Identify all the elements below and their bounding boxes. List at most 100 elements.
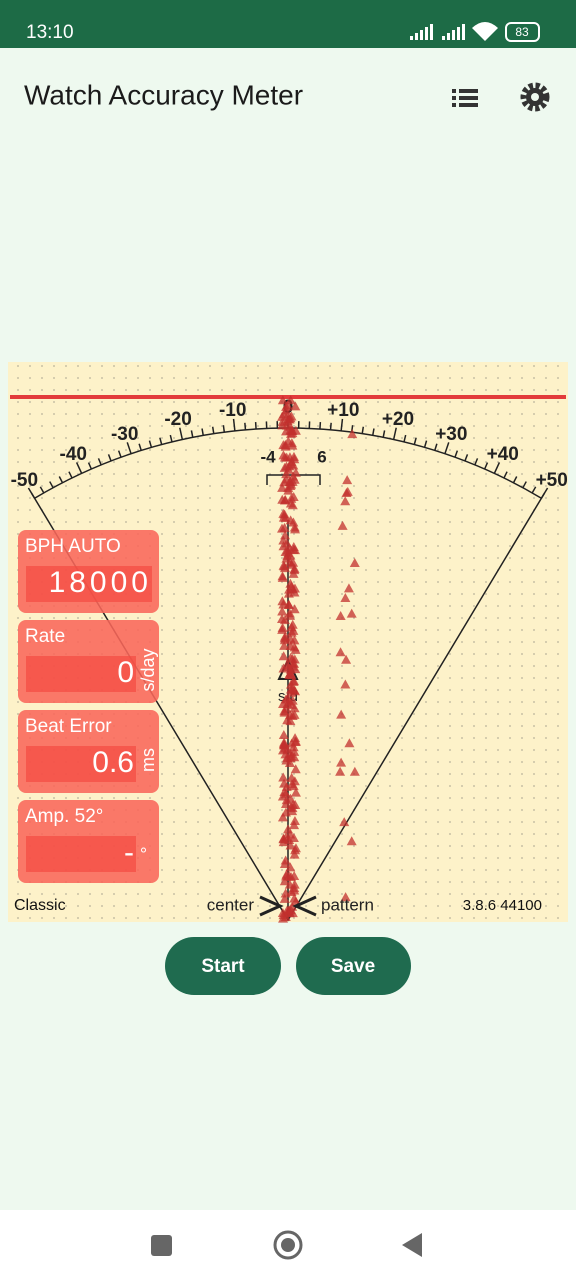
- home-button[interactable]: [273, 1230, 303, 1260]
- beat-marker: [289, 703, 300, 713]
- beat-marker: [288, 781, 299, 791]
- beat-marker: [341, 654, 352, 664]
- center-arrows: [259, 895, 317, 917]
- start-button[interactable]: Start: [165, 937, 281, 995]
- beat-marker: [277, 395, 288, 405]
- beat-marker: [284, 757, 295, 767]
- dial-tick: [27, 487, 36, 499]
- beat-marker: [278, 651, 289, 661]
- dial-tick: [87, 462, 93, 470]
- dial-tick: [512, 476, 518, 484]
- panel-unit: ms: [138, 748, 158, 772]
- beat-marker: [287, 684, 298, 694]
- beat-marker: [277, 606, 288, 616]
- dial-label: -20: [164, 409, 191, 430]
- beat-marker: [285, 905, 296, 915]
- save-label[interactable]: Save: [331, 956, 375, 977]
- save-button[interactable]: Save: [296, 937, 411, 995]
- beat-marker: [285, 498, 296, 508]
- beat-marker: [289, 604, 300, 614]
- beat-marker: [282, 744, 293, 754]
- beat-marker: [280, 855, 291, 865]
- beat-marker: [346, 608, 357, 618]
- panel-unit: s/day: [138, 648, 158, 691]
- beat-marker: [281, 452, 292, 462]
- beat-marker: [279, 893, 290, 903]
- beat-marker: [286, 627, 297, 637]
- beat-marker: [285, 840, 296, 850]
- dial-tick: [211, 426, 215, 434]
- beat-marker: [285, 515, 296, 525]
- beat-marker: [281, 703, 292, 713]
- panel-label: Beat Error: [25, 716, 112, 737]
- back-button[interactable]: [402, 1233, 422, 1257]
- beat-marker: [289, 820, 300, 830]
- beat-marker: [290, 401, 301, 411]
- beat-marker: [285, 428, 296, 438]
- beat-marker: [281, 461, 292, 471]
- beat-marker: [281, 553, 292, 563]
- beat-marker: [282, 545, 293, 555]
- dial-tick: [413, 437, 417, 445]
- beat-marker: [279, 561, 290, 571]
- beat-marker: [286, 886, 297, 896]
- beat-marker: [289, 709, 300, 719]
- dial-tick: [540, 487, 549, 499]
- beat-marker: [278, 512, 289, 522]
- beat-marker: [289, 522, 300, 532]
- app-title: Watch Accuracy Meter: [24, 79, 303, 110]
- panel-display: [26, 746, 136, 782]
- start-label[interactable]: Start: [201, 956, 245, 977]
- list-button[interactable]: [452, 89, 478, 107]
- beat-marker: [349, 557, 360, 567]
- dial-tick: [244, 422, 247, 430]
- dial-tick: [49, 481, 54, 489]
- panel-value: 0.6: [92, 746, 134, 779]
- bracket-label: -4: [260, 447, 276, 466]
- beat-marker: [336, 757, 347, 767]
- dial-tick: [126, 442, 132, 454]
- version-label: 3.8.6 44100: [463, 897, 542, 914]
- beat-marker: [280, 788, 291, 798]
- beat-marker: [290, 764, 301, 774]
- dial-tick: [329, 422, 332, 430]
- beat-marker: [289, 815, 300, 825]
- battery-icon: [505, 22, 540, 42]
- dial-label: -10: [219, 400, 246, 421]
- beat-marker: [290, 787, 301, 797]
- dial-tick: [361, 426, 365, 434]
- beat-marker: [340, 892, 351, 902]
- beat-marker: [289, 746, 300, 756]
- dial-tick: [159, 437, 163, 445]
- dial-label: -30: [111, 424, 138, 445]
- beat-marker: [286, 493, 297, 503]
- beat-marker: [341, 487, 352, 497]
- beat-marker: [287, 440, 298, 450]
- dial-tick: [117, 450, 122, 458]
- dial-tick: [75, 462, 83, 474]
- beat-marker: [285, 679, 296, 689]
- dial-tick: [474, 458, 479, 466]
- dial-tick: [382, 430, 386, 438]
- beat-marker: [340, 592, 351, 602]
- dial-tick: [232, 418, 236, 431]
- beat-marker: [335, 766, 346, 776]
- recents-button[interactable]: [151, 1235, 172, 1256]
- beat-marker: [285, 862, 296, 872]
- dial-label: +10: [327, 400, 359, 421]
- panels: BPH AUTO 18000 Rate 0 s/day Beat Error 0.6 ms Am…: [18, 530, 159, 883]
- bracket-label: 6: [317, 447, 326, 466]
- panel-value: 0: [117, 656, 134, 689]
- settings-button[interactable]: [520, 82, 550, 112]
- beat-marker: [282, 715, 293, 725]
- dial-tick: [531, 486, 537, 494]
- beat-marker: [279, 876, 290, 886]
- status-time: 13:10: [26, 22, 74, 43]
- beat-marker: [288, 460, 299, 470]
- battery-level: 83: [515, 25, 529, 39]
- dial-tick: [68, 471, 73, 479]
- beat-marker: [277, 523, 288, 533]
- panel-label: Rate: [25, 626, 65, 647]
- beat-marker: [277, 420, 288, 430]
- dial-tick: [522, 481, 527, 489]
